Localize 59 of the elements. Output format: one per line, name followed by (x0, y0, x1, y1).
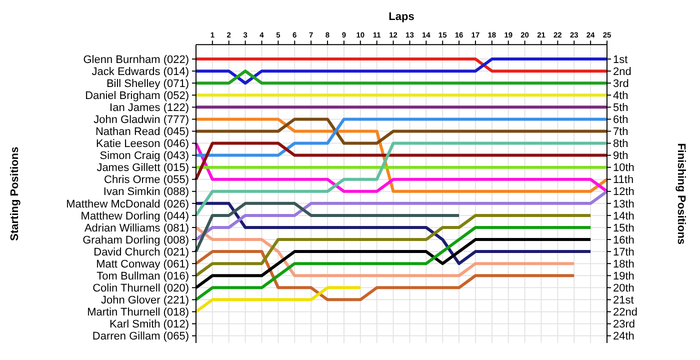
y-tick-label: 10th (613, 162, 634, 174)
y-tick-label: 8th (613, 138, 628, 150)
y-tick-label: 2nd (613, 66, 632, 78)
line-series (194, 202, 592, 266)
text: Starting Positions (9, 146, 21, 241)
text: Graham Dorling (008) (82, 234, 189, 246)
y-tick-label: 19th (613, 270, 634, 282)
text: Tom Bullman (016) (96, 270, 189, 282)
y-tick-label: 11th (613, 174, 634, 186)
y-tick-label: 1st (613, 54, 628, 66)
text: Ivan Simkin (088) (103, 186, 189, 198)
text: Karl Smith (012) (110, 318, 189, 331)
y-tick-label: 14th (613, 210, 634, 222)
text: Chris Orme (055) (104, 174, 189, 186)
text: Bill Shelley (071) (106, 78, 189, 90)
text: Jack Edwards (014) (92, 66, 189, 78)
text: Nathan Read (045) (95, 126, 189, 138)
text: Matt Conway (061) (96, 258, 189, 270)
y-tick-label: 17th (613, 246, 634, 258)
line-series (194, 142, 608, 217)
text: Glenn Burnham (022) (83, 54, 189, 66)
text: Martin Thurnell (018) (87, 306, 189, 319)
text: Darren Gillam (065) (92, 330, 189, 343)
line-series (194, 226, 576, 278)
y-tick-label: 20th (613, 282, 634, 294)
text: Matthew McDonald (026) (66, 198, 189, 210)
text: Simon Craig (043) (100, 150, 189, 162)
y-tick-label: 3rd (613, 78, 629, 90)
y-tick-label: 7th (613, 126, 628, 138)
text: Matthew Dorling (044) (80, 210, 189, 222)
y-tick-label: 12th (613, 186, 634, 198)
y-tick-label: 9th (613, 150, 628, 162)
y-tick-label: 13th (613, 198, 634, 210)
line-series (194, 226, 592, 302)
text: John Gladwin (777) (94, 114, 189, 126)
y-tick-label: 16th (613, 234, 634, 246)
text: Adrian Williams (081) (84, 222, 189, 234)
line-series (194, 250, 576, 302)
y-tick-label: 23rd (613, 318, 636, 331)
y-tick-label: 15th (613, 222, 634, 234)
line-series (194, 118, 608, 193)
y-tick-label: 24th (613, 330, 634, 343)
text: John Glover (221) (100, 294, 189, 307)
y-axis-title: Finishing Positions (675, 143, 687, 245)
text: David Church (021) (94, 246, 189, 258)
text: Colin Thurnell (020) (92, 282, 189, 294)
chart-title: Laps (388, 11, 414, 23)
line-series (194, 214, 592, 278)
text: Daniel Brigham (052) (85, 90, 189, 102)
text: James Gillett (015) (96, 162, 189, 174)
y-tick-label: 5th (613, 102, 628, 114)
y-tick-label: 21st (613, 294, 634, 307)
text: Ian James (122) (110, 102, 189, 114)
y-tick-label: 4th (613, 90, 628, 102)
y-tick-label: 22nd (613, 306, 638, 319)
y-tick-label: 6th (613, 114, 628, 126)
y-tick-label: 18th (613, 258, 634, 270)
line-series (194, 190, 608, 242)
text: Katie Leeson (046) (96, 138, 189, 150)
